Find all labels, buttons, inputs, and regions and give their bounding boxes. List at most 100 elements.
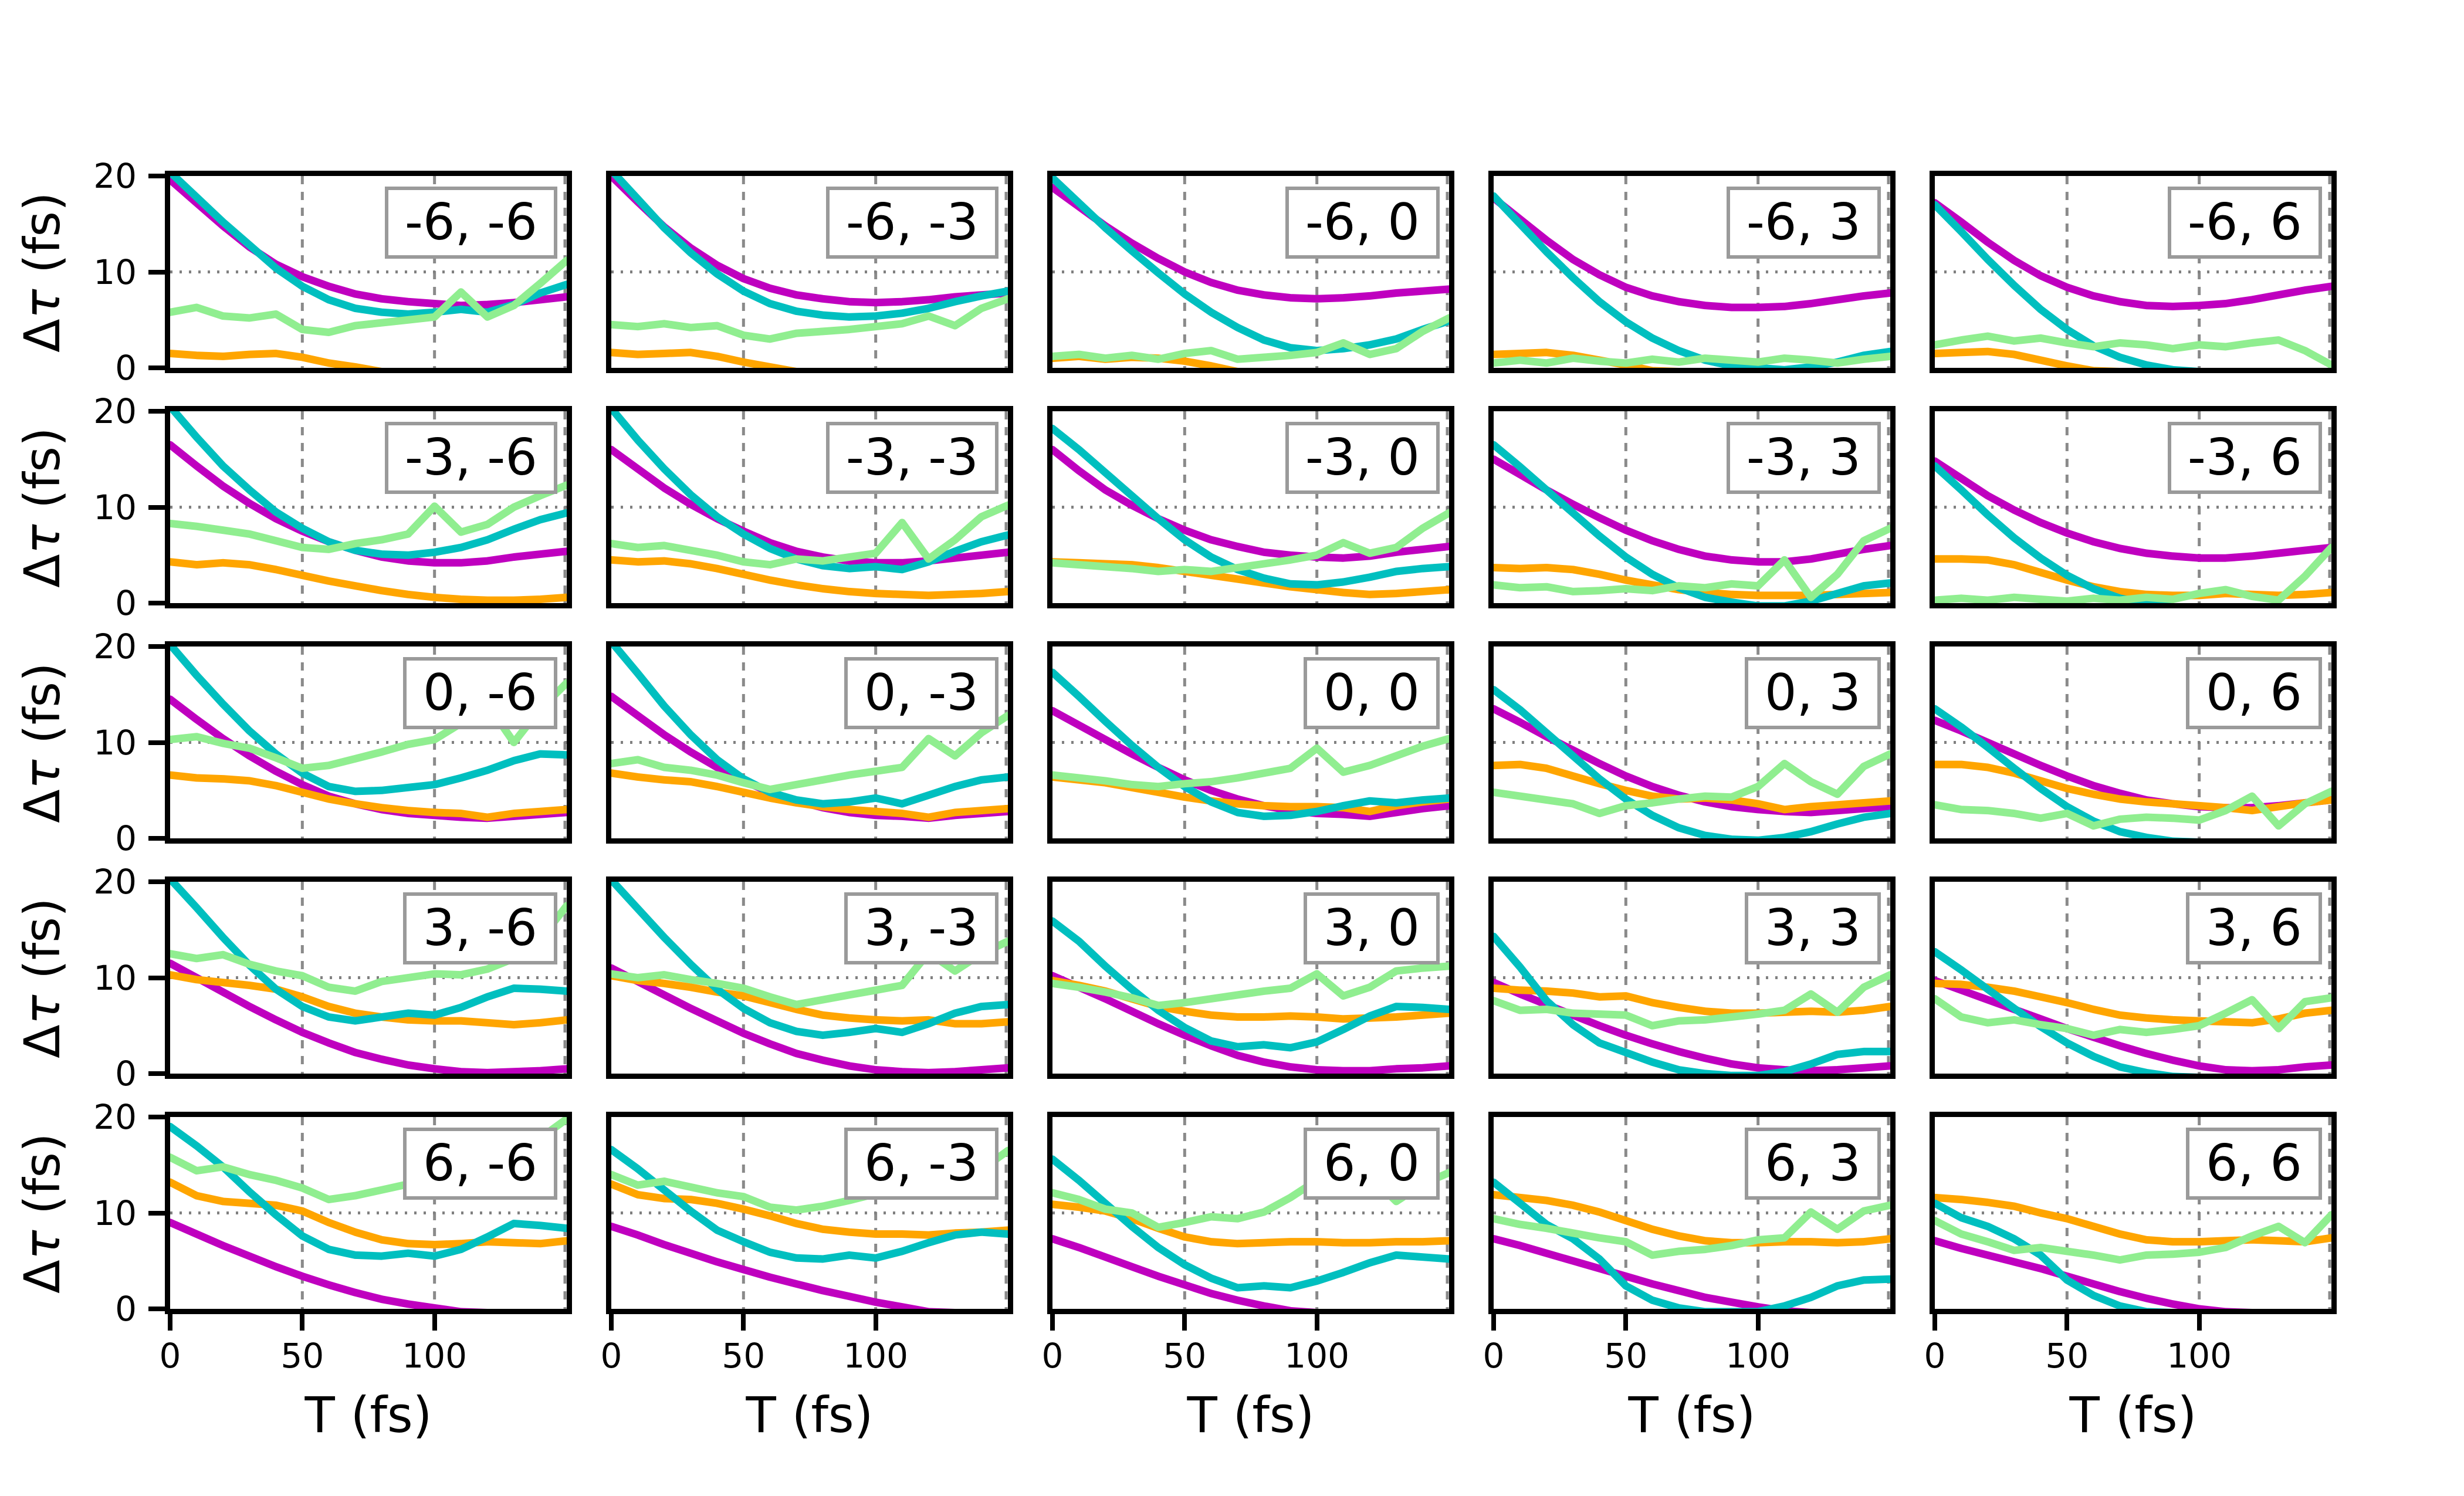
y-tick-mark	[148, 836, 165, 841]
subplot-panel: 6, 0	[1047, 1112, 1454, 1314]
subplot-panel: 0, 3	[1488, 641, 1896, 844]
series-line-green	[1494, 971, 1890, 1030]
panel-label-box: 6, 0	[1303, 1128, 1440, 1200]
series-line-orange	[1935, 555, 2331, 600]
x-tick-mark	[2064, 1314, 2070, 1331]
series-line-green	[1935, 994, 2331, 1040]
series-line-magenta	[1935, 716, 2331, 812]
panel-label-box: 6, 3	[1744, 1128, 1881, 1200]
x-tick-label: 0	[159, 1336, 181, 1376]
panel-label-box: -6, -3	[825, 187, 999, 259]
x-tick-label: 50	[280, 1336, 324, 1376]
y-tick-mark	[148, 740, 165, 745]
y-tick-mark	[148, 975, 165, 980]
panel-label-text: 0, 3	[1764, 664, 1861, 722]
panel-label-text: -3, 6	[2187, 428, 2302, 487]
panel-label-text: 6, 0	[1323, 1134, 1420, 1193]
series-line-magenta	[1935, 199, 2331, 310]
x-tick-mark	[1182, 1314, 1187, 1331]
x-tick-mark	[432, 1314, 437, 1331]
plot-area	[1052, 647, 1449, 838]
x-axis-label: T (fs)	[746, 1386, 874, 1444]
series-line-teal	[1935, 705, 2331, 838]
series-line-magenta	[1494, 194, 1890, 312]
series-line-green	[1052, 509, 1449, 576]
y-tick-mark	[148, 365, 165, 370]
plot-area	[611, 647, 1008, 838]
x-axis-label: T (fs)	[304, 1386, 432, 1444]
y-axis-label: Δτ (fs)	[13, 897, 71, 1058]
series-line-green	[170, 481, 567, 553]
series-line-teal	[611, 176, 1008, 321]
x-tick-label: 0	[1041, 1336, 1064, 1376]
plot-area	[1494, 1117, 1890, 1309]
y-tick-label: 20	[93, 1097, 137, 1137]
y-axis-label: Δτ (fs)	[13, 1132, 71, 1294]
x-tick-label: 100	[1725, 1336, 1791, 1376]
series-line-green	[1935, 787, 2331, 830]
panel-label-text: 0, 6	[2205, 664, 2302, 722]
series-line-orange	[1935, 1193, 2331, 1246]
series-line-green	[1052, 962, 1449, 1010]
x-tick-mark	[300, 1314, 305, 1331]
y-tick-mark	[148, 505, 165, 510]
panel-label-box: -6, 6	[2167, 187, 2322, 259]
series-line-green	[611, 712, 1008, 794]
subplot-panel: -3, -6	[165, 406, 572, 608]
x-tick-mark	[1623, 1314, 1629, 1331]
y-tick-mark	[148, 269, 165, 275]
panel-label-text: -3, -6	[404, 428, 537, 487]
x-axis-label: T (fs)	[2069, 1386, 2197, 1444]
panel-label-text: -6, 6	[2187, 193, 2302, 252]
series-line-magenta	[1935, 1237, 2331, 1309]
panel-label-box: -3, 0	[1285, 422, 1440, 494]
panel-label-text: -6, -6	[404, 193, 537, 252]
series-line-teal	[170, 882, 567, 1025]
panel-label-text: 3, 0	[1323, 899, 1420, 957]
x-tick-label: 50	[722, 1336, 766, 1376]
plot-area	[1052, 176, 1449, 368]
panel-label-box: -3, -3	[825, 422, 999, 494]
y-tick-mark	[148, 1071, 165, 1076]
x-tick-mark	[609, 1314, 614, 1331]
series-line-teal	[1052, 424, 1449, 589]
subplot-panel: 0, 6	[1930, 641, 2337, 844]
panel-label-text: -3, -3	[845, 428, 979, 487]
plot-area	[1494, 882, 1890, 1074]
series-line-orange	[1494, 1190, 1890, 1247]
panel-label-text: -6, 3	[1746, 193, 1861, 252]
y-tick-label: 0	[115, 1289, 137, 1329]
plot-area	[611, 411, 1008, 603]
series-line-teal	[1935, 201, 2331, 368]
series-line-magenta	[1935, 976, 2331, 1074]
panel-label-text: 3, 6	[2205, 899, 2302, 957]
subplot-panel: -3, 3	[1488, 406, 1896, 608]
subplot-panel: 0, -6	[165, 641, 572, 844]
subplot-panel: -6, -3	[606, 171, 1013, 373]
y-tick-label: 0	[115, 818, 137, 858]
panel-label-box: 3, 6	[2185, 892, 2322, 964]
y-tick-label: 20	[93, 627, 137, 666]
series-line-orange	[170, 1178, 567, 1248]
subplot-panel: 0, -3	[606, 641, 1013, 844]
y-tick-mark	[148, 409, 165, 414]
y-tick-label: 0	[115, 1054, 137, 1094]
panel-label-text: 6, 6	[2205, 1134, 2302, 1193]
series-line-orange	[611, 556, 1008, 600]
series-line-teal	[1935, 1199, 2331, 1309]
series-line-green	[1494, 352, 1890, 367]
plot-area	[1052, 882, 1449, 1074]
subplot-panel: 0, 0	[1047, 641, 1454, 844]
series-line-green	[1052, 314, 1449, 363]
panel-label-text: 3, -6	[422, 899, 537, 957]
series-line-teal	[611, 882, 1008, 1040]
subplot-panel: 6, 3	[1488, 1112, 1896, 1314]
y-tick-mark	[148, 174, 165, 178]
y-tick-label: 10	[93, 252, 137, 292]
panel-label-text: -6, 0	[1305, 193, 1420, 252]
y-tick-mark	[148, 1210, 165, 1216]
y-tick-label: 0	[115, 348, 137, 388]
x-tick-mark	[873, 1314, 878, 1331]
series-line-magenta	[611, 964, 1008, 1074]
